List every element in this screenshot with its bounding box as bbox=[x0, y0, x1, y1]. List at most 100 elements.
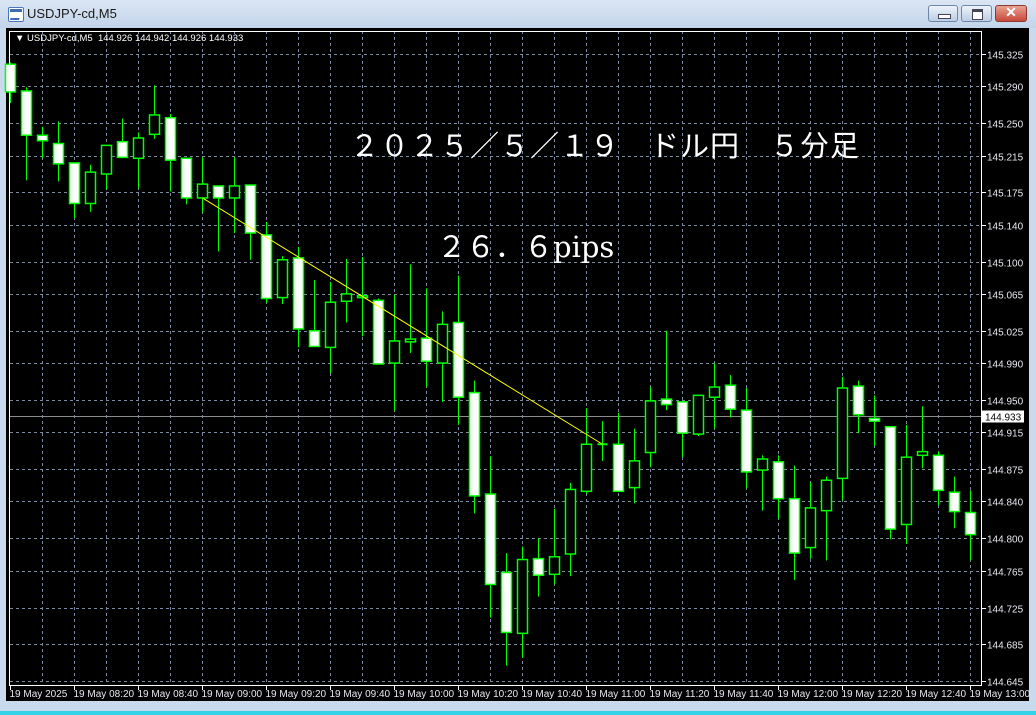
candle-body bbox=[756, 458, 769, 471]
candle-body bbox=[4, 63, 17, 93]
candle-body bbox=[676, 401, 689, 434]
time-label: 19 May 10:40 bbox=[522, 689, 583, 700]
time-label: 19 May 11:00 bbox=[586, 689, 646, 700]
candle bbox=[36, 126, 49, 159]
candle-body bbox=[164, 116, 177, 161]
candle-body bbox=[20, 90, 33, 136]
candle-body bbox=[692, 394, 705, 435]
plot-frame bbox=[9, 31, 982, 686]
candle bbox=[484, 456, 497, 618]
candle-body bbox=[644, 400, 657, 454]
candle-body bbox=[420, 337, 433, 362]
chart-window-icon bbox=[8, 7, 24, 22]
candle bbox=[932, 451, 945, 506]
trendline bbox=[202, 197, 603, 445]
candle-body bbox=[788, 497, 801, 554]
candle-body bbox=[708, 386, 721, 398]
maximize-icon bbox=[972, 9, 983, 20]
price-label: 145.140 bbox=[987, 222, 1024, 233]
candle-body bbox=[868, 417, 881, 422]
candle-body bbox=[516, 558, 529, 635]
candle bbox=[564, 482, 577, 577]
time-label: 19 May 10:20 bbox=[458, 689, 519, 700]
price-label: 144.645 bbox=[987, 678, 1024, 689]
candle bbox=[532, 538, 545, 597]
trendline-segment bbox=[202, 197, 603, 445]
candle-body bbox=[324, 301, 337, 349]
candle-body bbox=[580, 443, 593, 493]
candle-body bbox=[948, 491, 961, 513]
candle bbox=[228, 157, 241, 234]
candle bbox=[500, 553, 513, 666]
candle bbox=[948, 476, 961, 529]
price-label: 144.725 bbox=[987, 605, 1024, 616]
candles bbox=[4, 62, 977, 666]
candle bbox=[212, 185, 225, 252]
price-label: 144.800 bbox=[987, 535, 1024, 546]
candle bbox=[308, 280, 321, 348]
time-label: 19 May 11:40 bbox=[714, 689, 774, 700]
window-bottom-border bbox=[0, 711, 1036, 715]
candle-body bbox=[660, 398, 673, 406]
candle bbox=[676, 401, 689, 458]
maximize-button[interactable] bbox=[961, 5, 992, 22]
time-label: 19 May 10:00 bbox=[394, 689, 455, 700]
candle-body bbox=[180, 157, 193, 199]
candle bbox=[884, 425, 897, 540]
price-label: 144.765 bbox=[987, 568, 1024, 579]
price-label: 145.250 bbox=[987, 120, 1024, 131]
time-label: 19 May 12:00 bbox=[778, 689, 839, 700]
candle-body bbox=[388, 340, 401, 364]
candle bbox=[244, 184, 257, 260]
candle-body bbox=[836, 387, 849, 480]
candle-body bbox=[468, 391, 481, 497]
time-label: 19 May 09:00 bbox=[202, 689, 263, 700]
candle bbox=[4, 62, 17, 103]
price-label: 144.685 bbox=[987, 641, 1024, 652]
candle-body bbox=[84, 171, 97, 205]
candle bbox=[628, 428, 641, 504]
candle bbox=[180, 157, 193, 205]
candle-body bbox=[772, 461, 785, 500]
candle-body bbox=[628, 460, 641, 489]
candle bbox=[900, 424, 913, 544]
minimize-button[interactable] bbox=[928, 5, 958, 22]
candle-body bbox=[68, 162, 81, 205]
candle-body bbox=[724, 384, 737, 410]
time-label: 19 May 13:00 bbox=[970, 689, 1031, 700]
candle bbox=[516, 546, 529, 658]
candle-body bbox=[900, 456, 913, 526]
annotation-pips[interactable]: ２６．６pips bbox=[437, 230, 615, 264]
chart-ohlc: 144.926 144.942 144.926 144.933 bbox=[97, 33, 244, 44]
candle bbox=[292, 246, 305, 348]
candle bbox=[452, 275, 465, 425]
price-label: 144.840 bbox=[987, 498, 1024, 509]
annotation-title[interactable]: ２０２５／５／１９ ドル円 ５分足 bbox=[350, 129, 861, 163]
chart-menu-icon[interactable]: ▼ bbox=[15, 33, 25, 44]
candle bbox=[20, 87, 33, 181]
candle-body bbox=[116, 140, 129, 159]
candle-body bbox=[212, 185, 225, 199]
candle bbox=[788, 465, 801, 580]
candle bbox=[468, 380, 481, 514]
candle bbox=[597, 421, 608, 461]
title-bar[interactable]: USDJPY-cd,M5 ✕ bbox=[0, 0, 1036, 28]
candle-body bbox=[820, 479, 833, 512]
candle bbox=[68, 162, 81, 219]
candle-body bbox=[132, 137, 145, 160]
candle-body bbox=[916, 450, 929, 457]
price-label: 145.215 bbox=[987, 153, 1024, 164]
close-button[interactable]: ✕ bbox=[995, 4, 1027, 22]
candle bbox=[52, 121, 65, 182]
time-label: 19 May 09:20 bbox=[266, 689, 327, 700]
candle-body bbox=[308, 330, 321, 348]
candle-body bbox=[244, 184, 257, 234]
candle bbox=[612, 412, 625, 493]
candle-body bbox=[372, 299, 385, 365]
candle-body bbox=[484, 493, 497, 586]
candle bbox=[964, 490, 977, 561]
time-label: 19 May 12:20 bbox=[842, 689, 903, 700]
candle bbox=[852, 380, 865, 434]
candle bbox=[772, 455, 785, 519]
